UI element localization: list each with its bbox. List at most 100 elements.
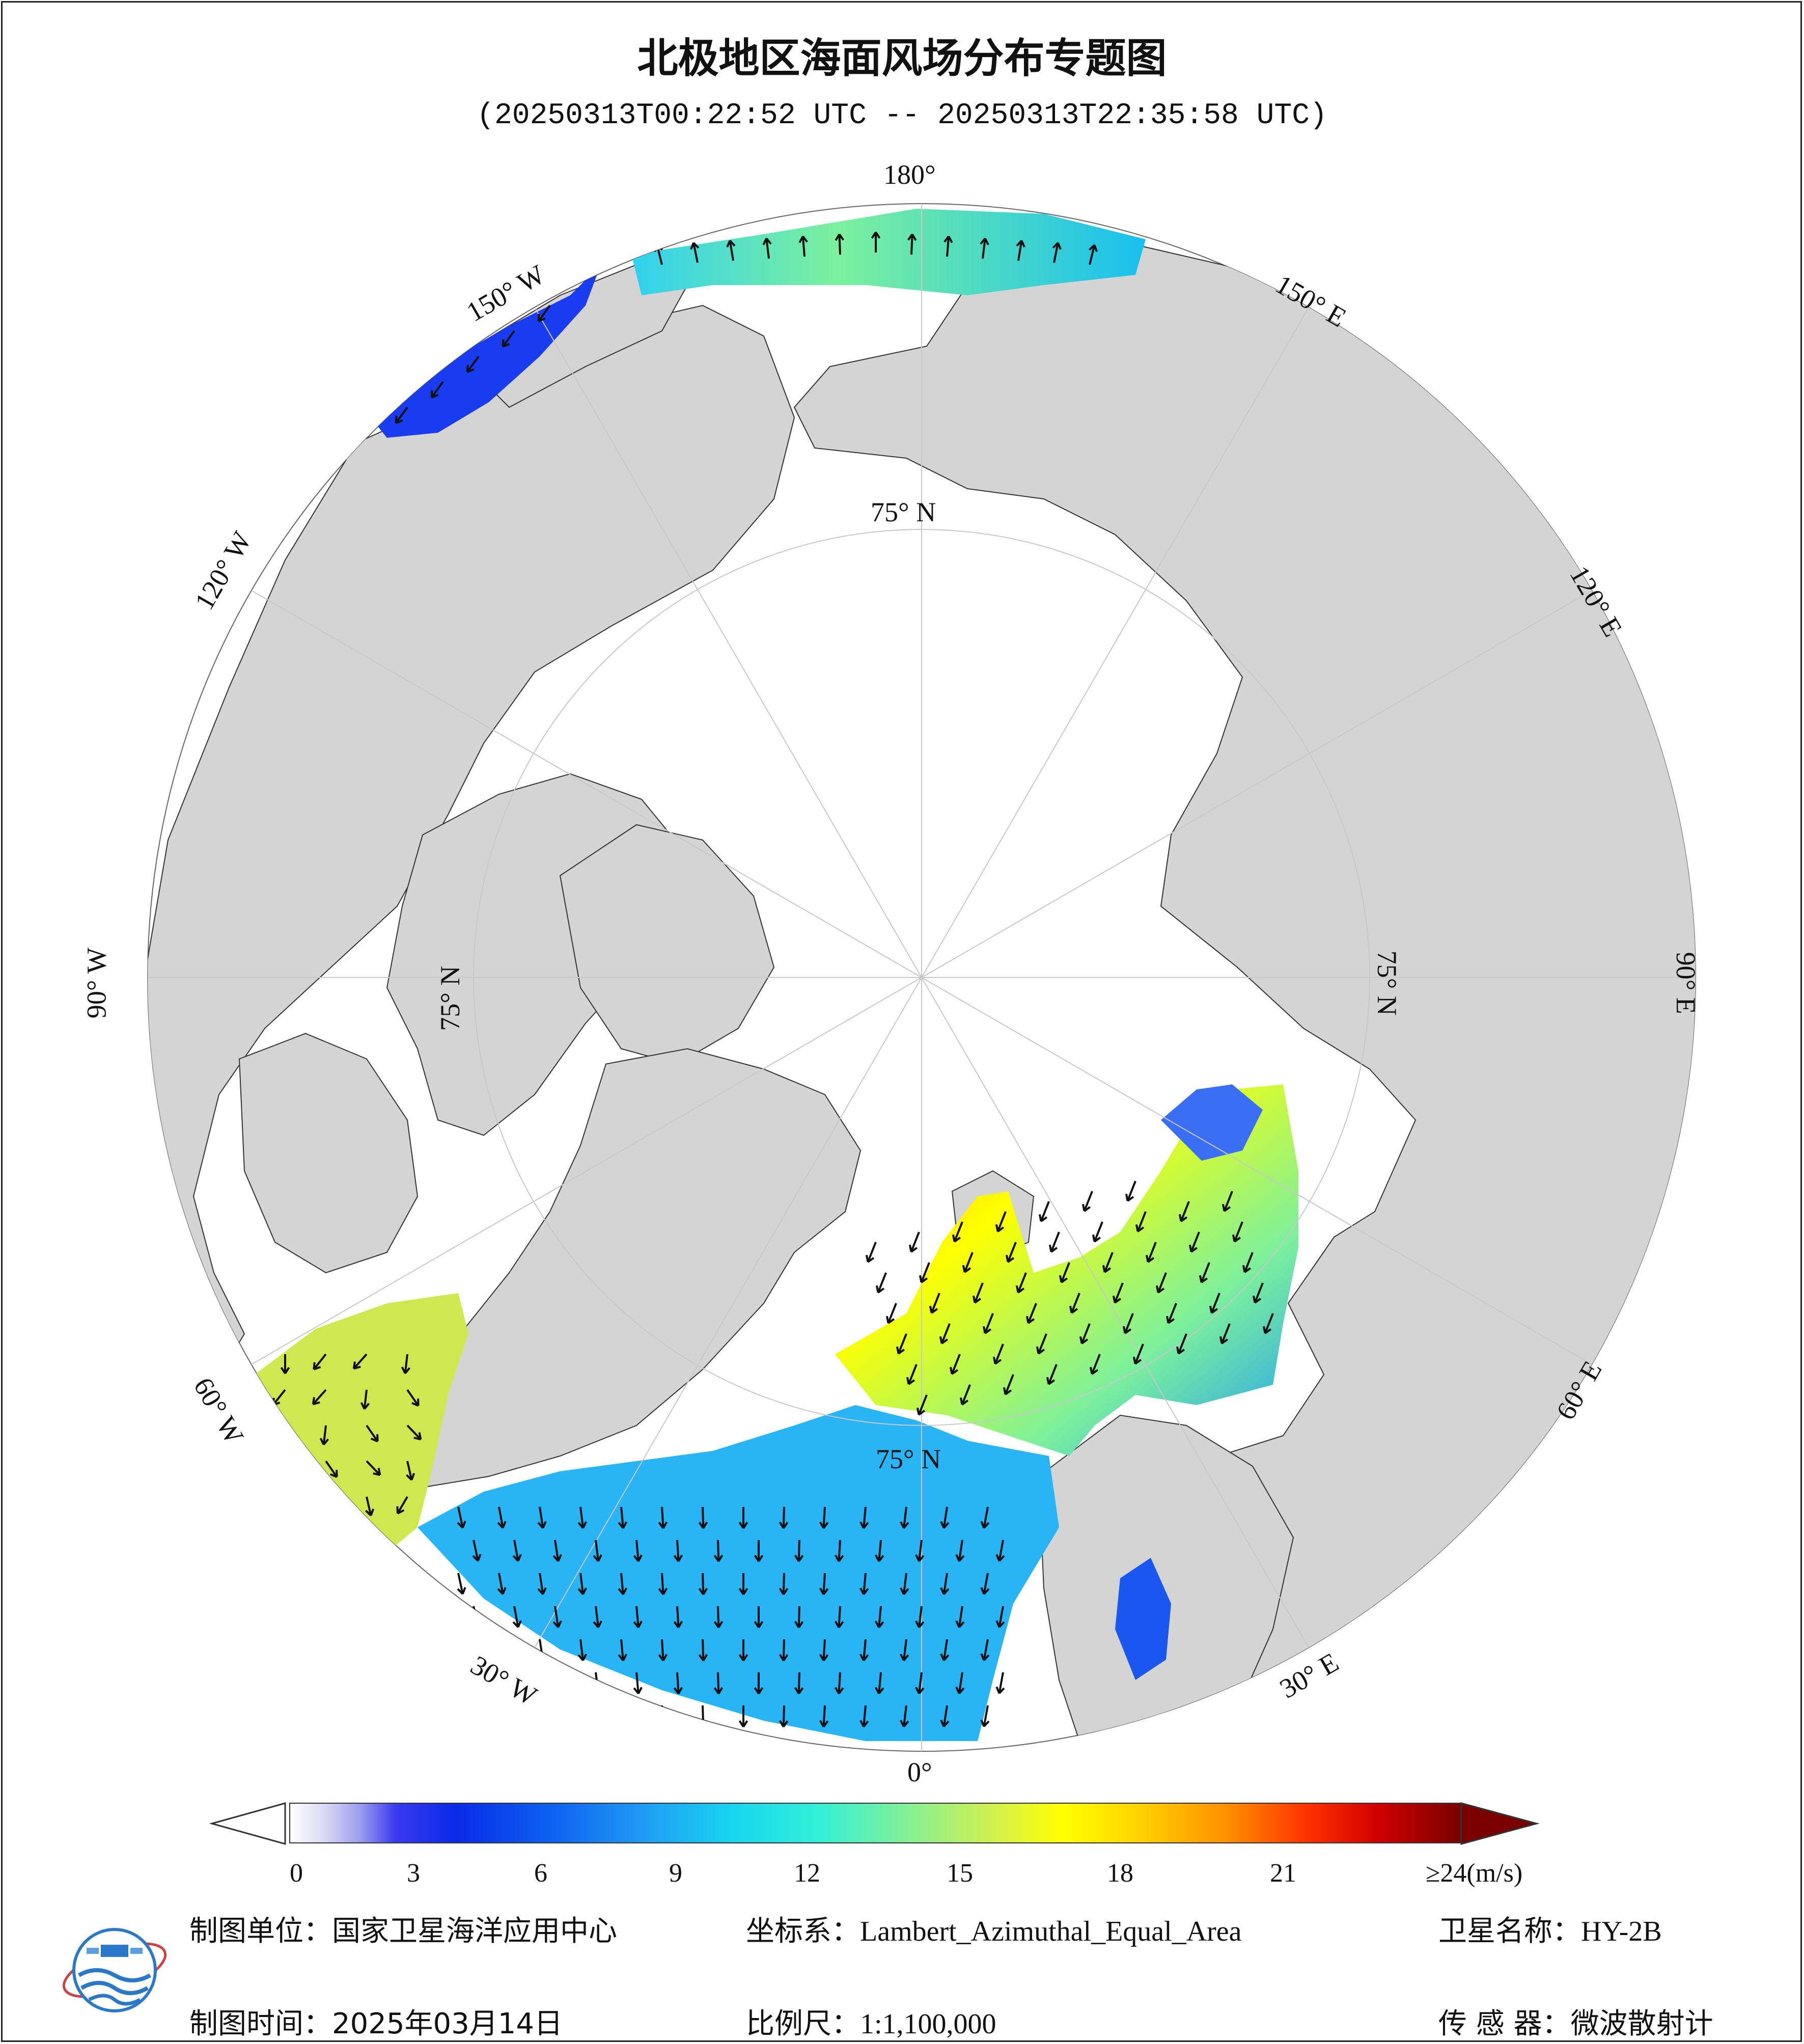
wind-arrow [396, 1496, 408, 1515]
wind-arrow [1242, 1252, 1254, 1273]
wind-arrow [1081, 1191, 1093, 1212]
wind-arrow [1132, 1343, 1144, 1365]
wind-arrow [497, 1705, 507, 1727]
wind-arrow [577, 1573, 587, 1595]
wind-arrow [955, 1606, 965, 1628]
wind-arrow [940, 1506, 950, 1529]
wind-arrow [1046, 1364, 1058, 1385]
wind-arrow [360, 1389, 370, 1410]
wind-arrow [537, 1506, 547, 1529]
scale-label: 比例尺： [746, 2007, 860, 2040]
colorbar-tick-3: 3 [407, 1859, 420, 1888]
wind-arrow [1048, 1231, 1060, 1253]
wind-arrow [633, 1539, 643, 1562]
wind-arrow [955, 1672, 965, 1694]
wind-arrow [313, 1353, 327, 1370]
wind-arrow [1025, 1303, 1037, 1324]
wind-arrow [1038, 1201, 1050, 1222]
wind-arrow [658, 1639, 668, 1662]
wind-arrow [497, 1506, 507, 1529]
wind-arrow [366, 1460, 381, 1476]
colorbar-tick-21: 21 [1270, 1859, 1296, 1888]
lon-label-90w: 90° W [81, 947, 112, 1019]
wind-arrow [943, 235, 953, 257]
wind-arrow [577, 1506, 587, 1529]
colorbar-tick-18: 18 [1107, 1859, 1133, 1888]
wind-arrow [871, 231, 881, 253]
wind-arrow [819, 1639, 829, 1662]
wind-arrow [762, 238, 772, 259]
wind-arrow [457, 1639, 466, 1661]
wind-arrow [859, 1506, 869, 1529]
wind-arrow [885, 1303, 897, 1324]
wind-arrow [406, 1389, 420, 1407]
wind-arrow [980, 1705, 990, 1727]
wind-arrow [819, 1573, 829, 1595]
wind-arrow [673, 1539, 683, 1562]
wind-arrow [779, 1639, 789, 1662]
wind-arrow [1122, 1313, 1134, 1334]
wind-arrow [1135, 1211, 1147, 1233]
wind-arrow [658, 1506, 668, 1529]
wind-arrow [395, 406, 408, 424]
wind-arrow [907, 233, 917, 255]
wind-swath-beaufort [367, 265, 601, 438]
wind-arrow [430, 381, 444, 399]
wind-arrow [690, 242, 700, 263]
wind-arrow [906, 1364, 918, 1385]
wind-arrow [955, 1539, 965, 1562]
wind-arrow [798, 235, 808, 257]
wind-arrow [1176, 1333, 1187, 1355]
wind-arrow [713, 1606, 724, 1629]
wind-arrow [1079, 1323, 1091, 1345]
wind-arrow [834, 1539, 844, 1562]
wind-arrow [738, 1705, 748, 1728]
wind-arrow [365, 1496, 375, 1517]
wind-arrow [794, 1539, 804, 1562]
wind-arrow [552, 1672, 562, 1694]
wind-arrow [401, 1354, 411, 1375]
wind-arrow [875, 1672, 884, 1695]
colorbar [289, 1803, 1461, 1843]
wind-arrow [472, 1539, 482, 1562]
wind-arrow [497, 1573, 507, 1595]
wind-arrow [1125, 1181, 1136, 1202]
wind-arrow [406, 1424, 422, 1441]
wind-arrow [900, 1506, 909, 1529]
lat-label-75n-left: 75° N [435, 965, 466, 1031]
land-scandinavia [1038, 1414, 1294, 1751]
crs-value: Lambert_Azimuthal_Equal_Area [860, 1916, 1242, 1947]
colorbar-tick-15: 15 [947, 1859, 973, 1888]
wind-arrow [1069, 1293, 1080, 1314]
coordinate-system: 坐标系：Lambert_Azimuthal_Equal_Area [746, 1908, 1242, 1949]
wind-arrow [497, 1639, 507, 1661]
wind-arrow [900, 1705, 909, 1727]
wind-arrow [618, 1506, 627, 1529]
wind-arrow [457, 1506, 466, 1529]
wind-arrow [618, 1639, 627, 1662]
wind-arrow [738, 1507, 748, 1529]
wind-arrow [940, 1705, 950, 1727]
colorbar-tick-24: ≥24(m/s) [1425, 1859, 1523, 1888]
crs-label: 坐标系： [746, 1915, 860, 1948]
wind-arrow [915, 1606, 925, 1628]
wind-arrow [1209, 1293, 1220, 1314]
wind-arrow [1222, 1191, 1233, 1212]
wind-arrow [1059, 1262, 1070, 1283]
wind-arrow [1178, 1201, 1190, 1222]
wind-arrow [312, 1389, 327, 1406]
satellite-name: 卫星名称：HY-2B [1438, 1908, 1662, 1949]
wind-arrow [915, 1539, 925, 1562]
wind-arrow [794, 1672, 804, 1695]
wind-arrow [537, 1573, 547, 1595]
colorbar-tick-6: 6 [534, 1859, 547, 1888]
colorbar-over-arrow [1460, 1802, 1540, 1845]
wind-arrow [916, 1394, 928, 1416]
wind-arrow [779, 1506, 789, 1529]
land-greenland [406, 1048, 862, 1488]
wind-arrow [618, 1705, 627, 1728]
wind-arrow [952, 1221, 963, 1243]
time-range-subtitle: (20250313T00:22:52 UTC -- 20250313T22:35… [477, 99, 1327, 132]
wind-arrow [502, 330, 515, 348]
